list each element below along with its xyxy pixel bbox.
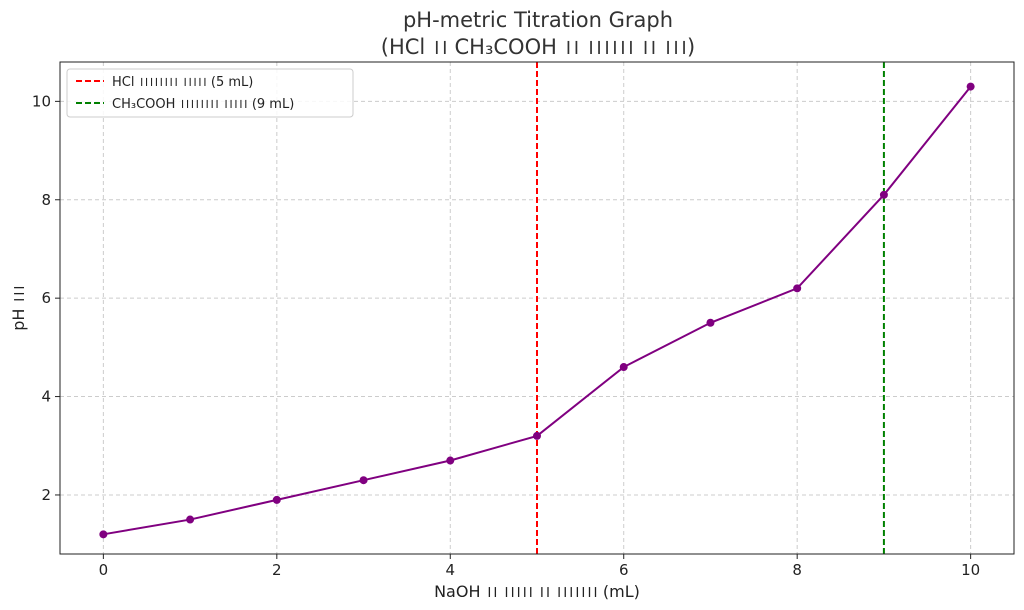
- axis-ticks: 0 2 4 6 8 10 2 4 6 8 10: [32, 92, 980, 579]
- legend-box: [66, 68, 354, 118]
- y-tick-label: 10: [32, 92, 51, 110]
- x-axis-label: NaOH ।। ।।।।। ।। ।।।।।।। (mL): [434, 582, 640, 601]
- data-series: [99, 82, 975, 539]
- chart-title: pH-metric Titration Graph: [403, 8, 673, 32]
- data-point: [619, 363, 628, 372]
- x-tick-label: 8: [792, 561, 802, 579]
- data-point: [966, 82, 975, 91]
- y-tick-label: 4: [41, 388, 51, 406]
- y-tick-label: 2: [41, 486, 51, 504]
- data-point: [879, 190, 888, 199]
- x-tick-label: 6: [619, 561, 629, 579]
- y-tick-label: 6: [41, 289, 51, 307]
- data-point: [359, 476, 368, 485]
- data-point: [99, 530, 108, 539]
- data-point: [706, 318, 715, 327]
- chart-subtitle: (HCl ।। CH₃COOH ।। ।।।।।। ।। ।।।): [381, 35, 696, 59]
- x-tick-label: 10: [961, 561, 980, 579]
- x-tick-label: 0: [99, 561, 109, 579]
- data-point: [793, 284, 802, 293]
- x-tick-label: 4: [445, 561, 455, 579]
- data-point: [186, 515, 195, 524]
- y-axis-label: pH ।।।: [9, 285, 28, 330]
- plot-frame: [59, 61, 1015, 555]
- legend-label-hcl: HCl ।।।।।।।। ।।।।। (5 mL): [112, 75, 253, 90]
- legend: HCl ।।।।।।।। ।।।।। (5 mL) CH₃COOH ।।।।।।…: [66, 68, 354, 118]
- x-tick-label: 2: [272, 561, 282, 579]
- data-point: [446, 456, 455, 465]
- y-tick-label: 8: [41, 191, 51, 209]
- data-point: [272, 495, 281, 504]
- legend-label-ch3cooh: CH₃COOH ।।।।।।।। ।।।।। (9 mL): [112, 97, 294, 112]
- data-point: [533, 431, 541, 440]
- reference-lines: [536, 62, 885, 554]
